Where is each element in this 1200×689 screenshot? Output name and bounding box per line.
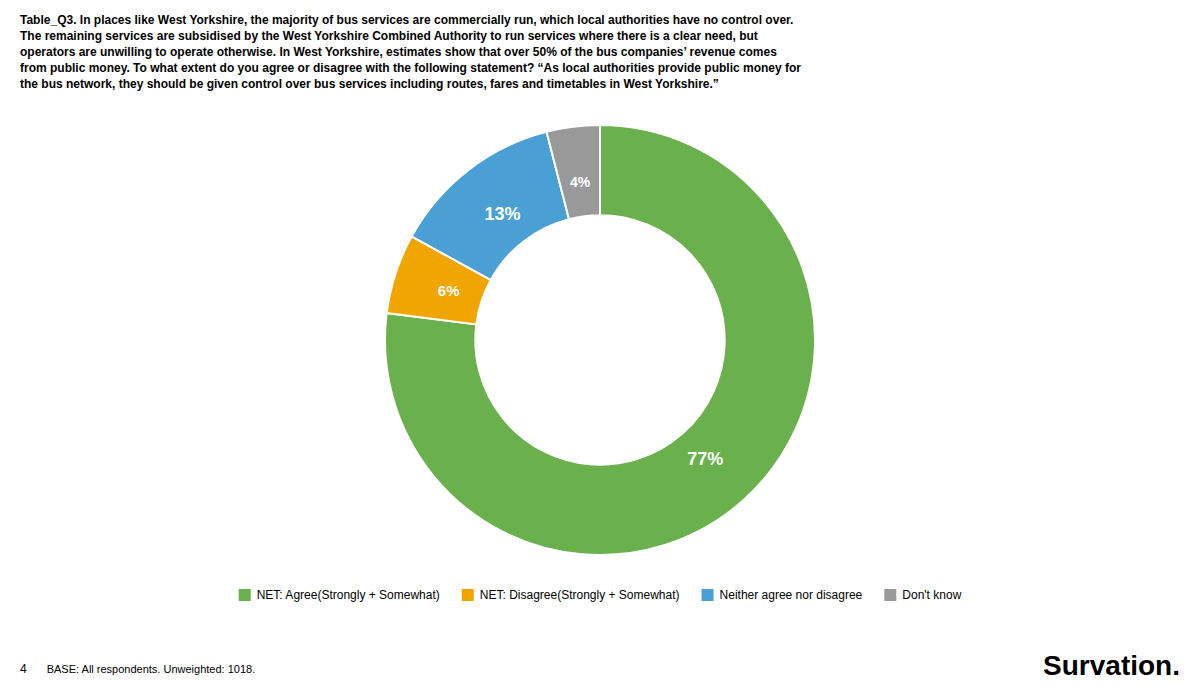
slices [385,125,815,555]
legend-item: NET: Agree(Strongly + Somewhat) [239,588,440,602]
legend-swatch [239,589,251,601]
legend-item: Neither agree nor disagree [702,588,863,602]
legend-item: NET: Disagree(Strongly + Somewhat) [462,588,680,602]
legend-label: Neither agree nor disagree [720,588,863,602]
page-number: 4 [20,662,27,676]
data-label: 6% [438,282,460,299]
slice [385,125,815,555]
branding: Survation. [1043,650,1180,681]
base-text: BASE: All respondents. Unweighted: 1018. [47,663,256,675]
legend: NET: Agree(Strongly + Somewhat) NET: Disa… [239,588,962,602]
legend-label: Don't know [902,588,961,602]
legend-swatch [462,589,474,601]
slice [547,125,600,219]
data-labels: 77% 6% 13% 4% [438,174,723,469]
data-label: 4% [570,174,591,190]
data-label: 13% [484,204,520,224]
slice [412,132,569,280]
legend-label: NET: Disagree(Strongly + Somewhat) [480,588,680,602]
data-label: 77% [687,449,723,469]
legend-label: NET: Agree(Strongly + Somewhat) [257,588,440,602]
legend-swatch [702,589,714,601]
title: Table_Q3. In places like West Yorkshire,… [20,13,801,91]
chart: Table_Q3. In places like West Yorkshire,… [0,0,1200,689]
plot: 77% 6% 13% 4% [385,125,815,555]
legend-swatch [884,589,896,601]
legend-item: Don't know [884,588,961,602]
